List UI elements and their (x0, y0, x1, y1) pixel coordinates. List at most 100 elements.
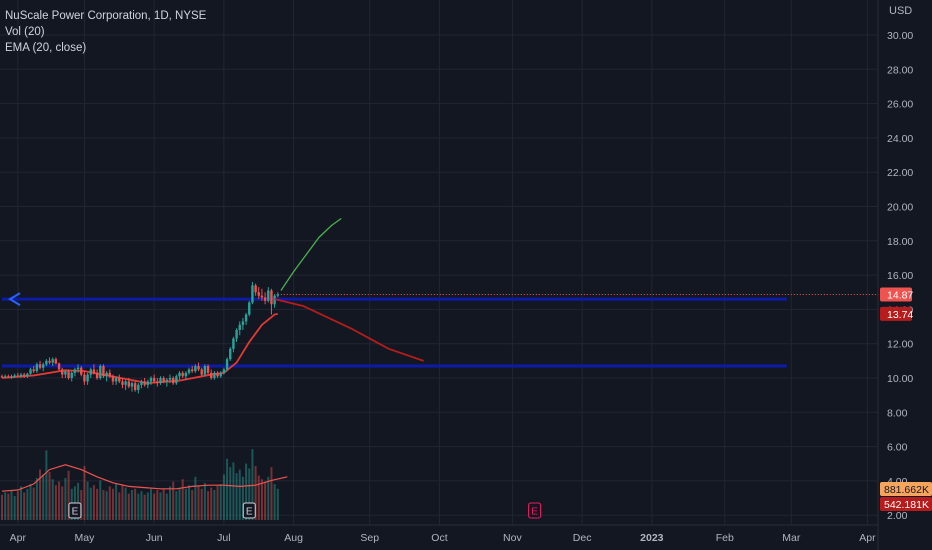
candle-body (54, 359, 58, 364)
volume-bar (67, 470, 70, 520)
volume-bar (42, 474, 45, 520)
candle-body (38, 364, 42, 368)
earnings-marker-label: E (72, 507, 79, 518)
volume-bar (257, 475, 260, 520)
volume-bar (20, 486, 23, 520)
volume-bar (121, 485, 124, 520)
x-tick-label: May (74, 532, 95, 544)
volume-bar (143, 494, 146, 520)
candle-body (152, 378, 156, 382)
symbol-title[interactable]: NuScale Power Corporation, 1D, NYSE (5, 10, 207, 22)
earnings-marker (528, 502, 542, 519)
volume-bar (210, 487, 213, 520)
volume-bar (203, 482, 206, 520)
candle-body (86, 374, 89, 382)
candle-body (222, 369, 226, 373)
volume-bar (99, 480, 102, 520)
candle-body (191, 369, 194, 372)
y-tick-label: 12.00 (887, 339, 913, 351)
candle-body (32, 369, 35, 372)
candle-body (137, 384, 140, 391)
candle-body (111, 376, 115, 382)
candle-body (121, 381, 124, 385)
candle-body (61, 369, 64, 375)
volume-bar (118, 492, 121, 520)
volume-bar (54, 485, 57, 520)
y-tick-label: 28.00 (887, 64, 913, 76)
candle-body (184, 372, 188, 377)
candle-body (89, 369, 92, 375)
candle-body (244, 314, 248, 322)
candle-body (95, 372, 99, 378)
candle-body (13, 375, 16, 377)
volume-bar (264, 481, 267, 520)
candle-body (162, 378, 165, 382)
volume-bar (216, 485, 219, 520)
earnings-marker (68, 502, 82, 519)
candle-body (80, 367, 83, 375)
earnings-marker-label: E (246, 507, 253, 518)
volume-bar (96, 488, 99, 520)
candle-body (64, 371, 67, 375)
currency-label: USD (889, 5, 912, 17)
candle-body (267, 290, 270, 301)
earnings-marker (242, 502, 256, 519)
volume-bar (156, 490, 159, 520)
volume-bar (175, 491, 178, 520)
candle-body (42, 364, 45, 368)
volume-label-box (880, 497, 932, 511)
candle-body (229, 348, 232, 360)
candle-body (140, 381, 143, 385)
volume-bar (146, 492, 149, 520)
volume-bar (58, 481, 61, 520)
candle-body (187, 369, 191, 373)
volume-bar (159, 492, 162, 520)
volume-label: 542.181K (884, 499, 929, 511)
volume-bar (26, 488, 29, 520)
volume-bar (197, 486, 200, 520)
price-label-box (880, 287, 912, 302)
candle-body (3, 376, 7, 378)
candle-body (149, 378, 153, 382)
ema-indicator-label[interactable]: EMA (20, close) (5, 42, 87, 54)
candle-body (219, 372, 222, 377)
volume-bar (35, 478, 38, 520)
volume-bar (162, 488, 165, 520)
candle-body (108, 372, 111, 377)
candle-body (194, 365, 197, 372)
candle-body (114, 378, 118, 382)
candle-body (181, 372, 184, 377)
volume-bar (64, 478, 67, 520)
volume-bar (105, 491, 108, 520)
volume-bar (213, 490, 216, 520)
volume-bar (229, 467, 232, 520)
volume-indicator-label[interactable]: Vol (20) (5, 26, 45, 38)
forecast-down-line (274, 298, 424, 362)
candle-body (0, 376, 4, 378)
volume-bar (115, 484, 118, 520)
earnings-marker-label: E (531, 507, 538, 518)
y-tick-label: 16.00 (887, 270, 913, 282)
volume-bar (169, 486, 172, 520)
x-tick-label: Jun (146, 532, 163, 544)
candle-body (213, 372, 216, 378)
volume-bar (140, 491, 143, 520)
x-tick-label: Apr (10, 532, 27, 544)
candle-body (22, 374, 26, 377)
volume-bar (194, 476, 197, 520)
volume-bar (108, 486, 111, 520)
x-tick-label: 2023 (640, 532, 664, 544)
candle-body (232, 338, 235, 349)
volume-bar (149, 488, 152, 520)
volume-bar (124, 487, 127, 520)
volume-bar (45, 450, 48, 520)
volume-bar (251, 449, 254, 520)
volume-bar (7, 493, 10, 520)
candle-body (76, 367, 80, 370)
volume-bar (191, 490, 194, 520)
volume-bar (222, 474, 225, 520)
volume-bar (200, 488, 203, 520)
volume-bar (273, 484, 276, 520)
